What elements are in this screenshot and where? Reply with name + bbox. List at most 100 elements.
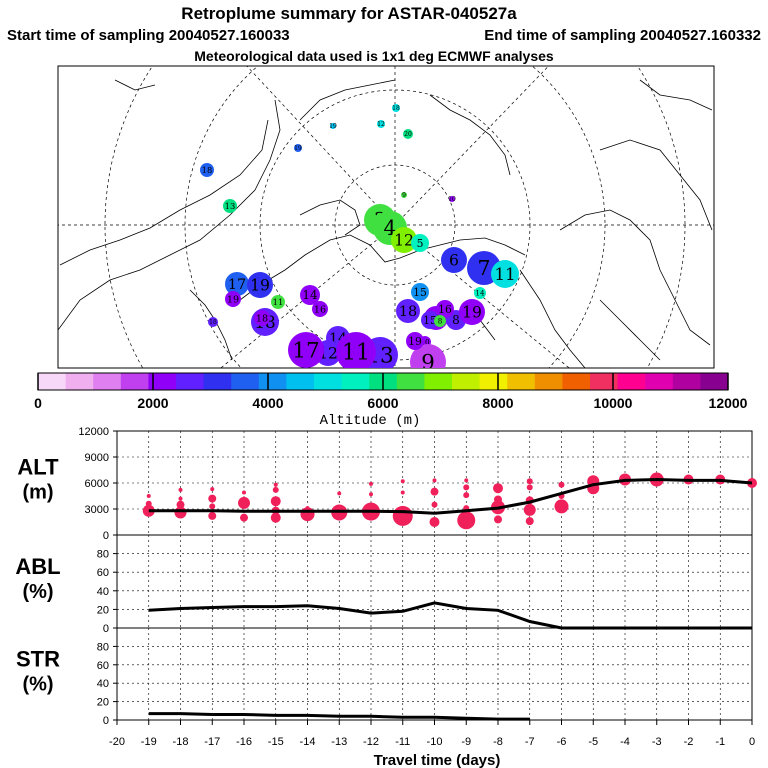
colorbar-cell (314, 373, 343, 390)
panel-unit: (m) (22, 482, 53, 504)
cluster-circle (300, 285, 320, 305)
plume-cluster: 14 (474, 287, 486, 299)
cluster-circle (421, 311, 439, 329)
alt-point (242, 490, 246, 495)
panel-abl: 0 20 40 60 80 ABL(%) (15, 534, 753, 635)
x-tick-label: -16 (236, 736, 252, 748)
plume-cluster: 18 (208, 317, 218, 327)
time-series-panels: 030006000900012000ALT(m)020406080ABL(%)0… (15, 426, 757, 727)
y-tick-label: 12000 (78, 426, 109, 438)
plume-cluster: 19 (459, 299, 485, 325)
colorbar-cell (286, 373, 315, 390)
y-tick-label: 80 (97, 549, 109, 561)
colorbar-tick-label: 6000 (367, 395, 398, 411)
plume-cluster: 9 (410, 344, 446, 368)
cluster-label: 12 (377, 121, 385, 128)
cluster-circle (474, 287, 486, 299)
altitude-colorbar: 0 2000 4000 6000 8000 10000 12000 Altitude (m) (34, 372, 748, 429)
colorbar-cell (534, 373, 563, 390)
cluster-label: 14 (302, 288, 318, 302)
alt-point (430, 487, 439, 496)
alt-point (142, 504, 155, 517)
alt-point (270, 496, 281, 507)
colorbar-cell (176, 373, 205, 390)
x-tick-label: -10 (427, 736, 443, 748)
alt-point (178, 496, 183, 501)
cluster-circle (392, 104, 400, 112)
cluster-label: 8 (438, 317, 443, 326)
colorbar-cell (231, 373, 260, 390)
alt-point (432, 478, 437, 483)
cluster-label: 19 (329, 123, 337, 130)
colorbar-cell (590, 373, 619, 390)
plume-cluster: 19 (406, 332, 424, 350)
cluster-circle (225, 291, 241, 307)
cluster-label: 17 (292, 339, 319, 364)
cluster-label: 19 (294, 145, 302, 152)
cluster-circle (411, 234, 429, 252)
colorbar-tick-label: 12000 (709, 395, 748, 411)
alt-point (337, 491, 342, 496)
cluster-circle (288, 332, 324, 368)
cluster-circle (449, 196, 455, 202)
colorbar-tick-label: 2000 (137, 395, 168, 411)
alt-point (400, 490, 405, 495)
x-tick-label: -14 (300, 736, 316, 748)
cluster-label: 19 (462, 303, 482, 321)
panel-unit: (%) (22, 674, 53, 696)
alt-point (238, 496, 250, 509)
cluster-circle (396, 299, 420, 323)
alt-point (369, 502, 373, 507)
cluster-label: 16 (438, 303, 452, 316)
cluster-circle (436, 300, 454, 318)
y-tick-label: 6000 (85, 478, 109, 490)
y-tick-label: 20 (97, 604, 109, 616)
colorbar-ticks: 0 2000 4000 6000 8000 10000 12000 (34, 373, 748, 411)
cluster-circle (200, 163, 214, 177)
colorbar-tick-label: 0 (34, 395, 42, 411)
plume-cluster: 19 (294, 144, 302, 152)
colorbar-cell (424, 373, 453, 390)
colorbar-cell (258, 373, 287, 390)
colorbar-cell (452, 373, 481, 390)
alt-point (240, 513, 248, 522)
colorbar-cell (672, 373, 701, 390)
alt-point (208, 511, 217, 520)
cluster-circle (411, 283, 429, 301)
plume-cluster: 12 (377, 120, 385, 128)
y-tick-label: 20 (97, 697, 109, 709)
cluster-label: 19 (250, 276, 270, 294)
plume-cluster: 18 (392, 104, 400, 112)
plume-cluster: 17 (288, 332, 324, 368)
plume-cluster: 14 (300, 285, 320, 305)
x-tick-label: -7 (525, 736, 535, 748)
x-tick-label: -13 (331, 736, 347, 748)
plume-clusters: 1812192019181334125671114151719181116168… (200, 104, 519, 368)
plume-cluster: 6 (441, 247, 467, 273)
cluster-circle (401, 192, 407, 198)
colorbar-cell (148, 373, 177, 390)
y-tick-label: 80 (97, 641, 109, 653)
plume-cluster: 16 (436, 300, 454, 318)
cluster-label: 16 (314, 304, 326, 315)
colorbar-cell (617, 373, 646, 390)
plume-cluster: 19 (329, 123, 337, 130)
y-tick-label: 0 (103, 530, 109, 542)
plume-cluster: 17 (225, 272, 249, 296)
cluster-label: 19 (227, 294, 239, 305)
cluster-circle (225, 272, 249, 296)
cluster-label: 15 (413, 286, 427, 299)
alt-point (429, 517, 440, 527)
mean-altitude-line (148, 477, 753, 515)
x-tick-label: -4 (620, 736, 630, 748)
plume-cluster: 18 (254, 310, 270, 326)
x-tick-label: -8 (493, 736, 503, 748)
alt-point (210, 487, 215, 492)
x-tick-label: -1 (715, 736, 725, 748)
alt-point (554, 499, 569, 514)
cluster-circle (208, 317, 218, 327)
cluster-label: 14 (475, 289, 485, 298)
cluster-label: 18 (256, 313, 268, 324)
plume-cluster: 19 (247, 272, 273, 298)
cluster-circle (254, 310, 270, 326)
